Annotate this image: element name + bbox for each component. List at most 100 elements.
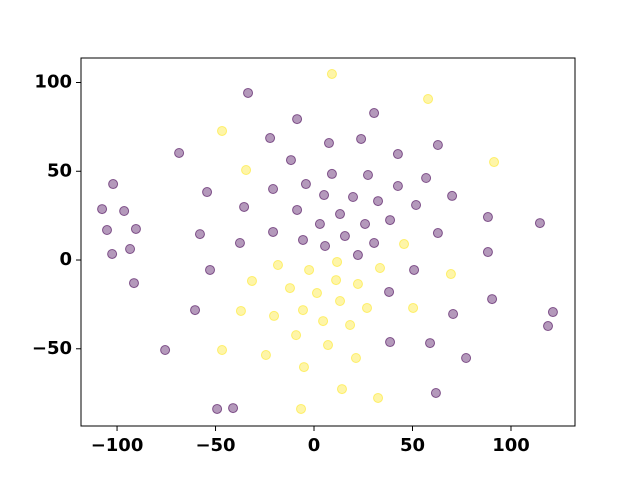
point	[547, 307, 558, 318]
plot-frame	[80, 57, 576, 427]
point	[399, 239, 410, 250]
x-tick-label: −100	[91, 435, 144, 456]
point	[292, 204, 303, 215]
point	[350, 353, 361, 364]
point	[268, 184, 279, 195]
point	[373, 196, 384, 207]
point	[482, 247, 493, 258]
point	[489, 157, 500, 168]
point	[385, 337, 396, 348]
point	[482, 212, 493, 223]
point	[335, 209, 346, 220]
point	[296, 403, 307, 414]
point	[411, 199, 422, 210]
point	[336, 384, 347, 395]
point	[331, 275, 342, 286]
point	[384, 286, 395, 297]
point	[130, 223, 141, 234]
point	[487, 294, 498, 305]
point	[217, 125, 228, 136]
point	[239, 201, 250, 212]
point	[260, 349, 271, 360]
point	[285, 155, 296, 166]
point	[421, 173, 432, 184]
point	[339, 231, 350, 242]
y-tick-label: 50	[47, 160, 72, 181]
y-tick-label: −50	[32, 338, 72, 359]
point	[190, 305, 201, 316]
point	[408, 302, 419, 313]
point	[448, 308, 459, 319]
point	[373, 392, 384, 403]
point	[369, 237, 380, 248]
point	[108, 179, 119, 190]
point	[194, 229, 205, 240]
point	[360, 218, 371, 229]
point	[335, 296, 346, 307]
point	[119, 206, 130, 217]
x-tick-label: 50	[400, 435, 425, 456]
point	[362, 169, 373, 180]
point	[300, 179, 311, 190]
point	[323, 138, 334, 149]
y-tick-label: 100	[34, 71, 72, 92]
point	[107, 248, 118, 259]
y-tick-label: 0	[59, 249, 72, 270]
point	[345, 319, 356, 330]
point	[314, 218, 325, 229]
point	[241, 165, 252, 176]
point	[128, 278, 139, 289]
point	[461, 353, 472, 364]
point	[291, 330, 302, 341]
point	[319, 190, 330, 201]
point	[318, 316, 329, 327]
point	[202, 187, 213, 198]
point	[362, 302, 372, 313]
point	[297, 305, 308, 316]
point	[284, 283, 295, 294]
point	[205, 264, 216, 275]
point	[356, 133, 367, 144]
point	[432, 139, 443, 150]
x-tick-label: 0	[308, 435, 321, 456]
point	[246, 275, 257, 286]
point	[235, 305, 246, 316]
point	[125, 244, 136, 255]
point	[534, 218, 545, 229]
point	[320, 240, 331, 251]
x-tick-label: 100	[492, 435, 530, 456]
x-tick-label: −50	[195, 435, 235, 456]
point	[352, 250, 363, 261]
point	[97, 204, 108, 215]
point	[543, 321, 554, 332]
point	[269, 310, 280, 321]
point	[332, 256, 343, 267]
point	[369, 108, 380, 119]
point	[326, 168, 337, 179]
point	[445, 269, 456, 280]
point	[392, 149, 403, 160]
point	[174, 147, 185, 158]
point	[102, 225, 112, 236]
point	[292, 114, 303, 125]
point	[265, 133, 276, 144]
point	[268, 226, 279, 237]
point	[323, 340, 333, 351]
point	[326, 68, 337, 79]
point	[298, 362, 309, 373]
point	[385, 215, 396, 226]
point	[217, 345, 228, 356]
point	[243, 87, 254, 98]
point	[430, 387, 441, 398]
point	[212, 403, 223, 414]
point	[432, 228, 443, 239]
point	[311, 288, 322, 299]
point	[272, 259, 283, 270]
point	[160, 345, 171, 356]
point	[348, 191, 359, 202]
point	[352, 278, 363, 289]
point	[228, 403, 239, 414]
point	[304, 264, 315, 275]
